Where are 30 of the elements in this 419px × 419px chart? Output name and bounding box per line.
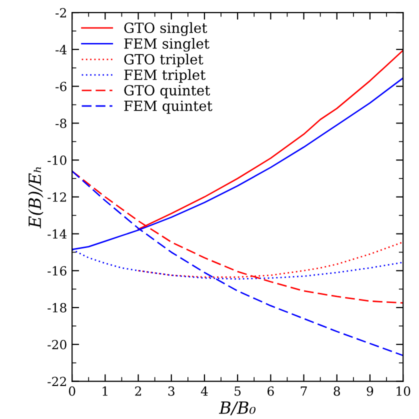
- x-tick-label: 1: [102, 386, 108, 396]
- y-tick-label: -4: [56, 44, 67, 54]
- legend-label: FEM triplet: [124, 69, 206, 83]
- y-tick-label: -20: [48, 340, 66, 350]
- y-tick-label: -6: [56, 82, 66, 92]
- legend-label: GTO singlet: [124, 22, 208, 36]
- x-axis-title: B/B₀: [218, 402, 256, 416]
- x-tick-label: 0: [68, 386, 76, 396]
- legend-label: FEM singlet: [124, 38, 210, 52]
- legend-label: FEM quintet: [124, 100, 212, 114]
- x-tick-label: 8: [334, 386, 340, 396]
- x-tick-label: 7: [300, 386, 307, 396]
- x-tick-label: 5: [234, 386, 241, 396]
- y-tick-label: -12: [48, 192, 66, 202]
- y-axis-title: E(B)/Eₕ: [28, 167, 44, 228]
- y-tick-label: -14: [48, 229, 67, 239]
- y-tick-label: -18: [48, 303, 66, 312]
- y-tick-label: -8: [56, 118, 66, 128]
- legend-label: GTO triplet: [124, 54, 204, 68]
- x-tick-label: 3: [168, 386, 174, 396]
- y-tick-label: -10: [48, 156, 66, 165]
- x-tick-label: 9: [366, 386, 374, 396]
- x-tick-label: 4: [200, 386, 208, 396]
- y-tick-label: -22: [48, 376, 66, 386]
- x-tick-label: 10: [396, 386, 410, 396]
- legend-label: GTO quintet: [124, 85, 210, 98]
- x-tick-label: 6: [268, 386, 274, 396]
- x-tick-label: 2: [135, 386, 142, 396]
- y-tick-label: -2: [56, 8, 66, 18]
- y-tick-label: -16: [48, 266, 66, 276]
